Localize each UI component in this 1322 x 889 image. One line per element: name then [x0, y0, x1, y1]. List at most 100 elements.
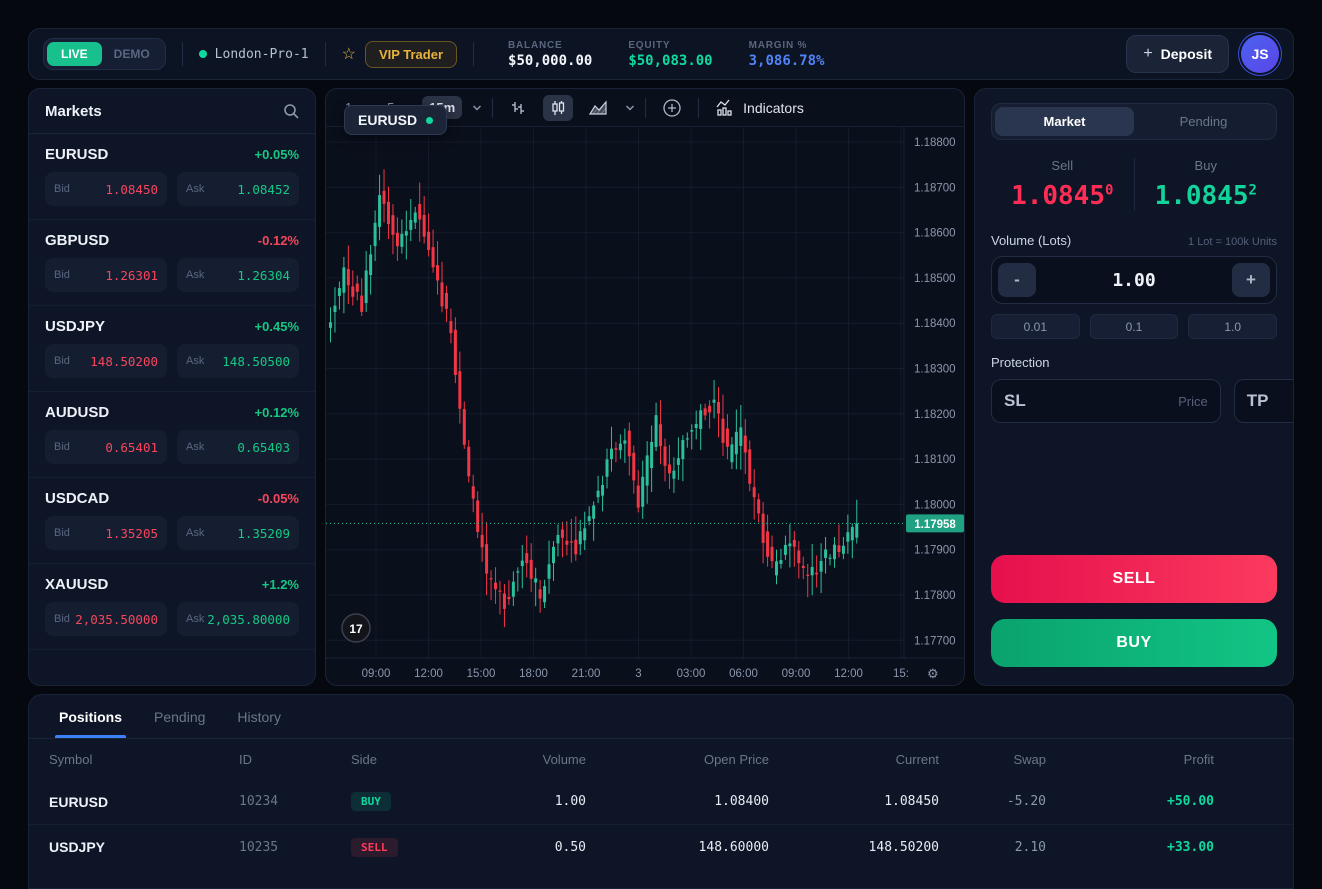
time-axis-label: 15:00	[467, 668, 496, 680]
buy-price: 1.08452	[1154, 181, 1257, 211]
avatar[interactable]: JS	[1241, 35, 1279, 73]
ask-button[interactable]: Ask 1.26304	[177, 258, 299, 292]
market-change: -0.05%	[257, 491, 299, 506]
buy-button[interactable]: BUY	[991, 619, 1277, 667]
quick-volume-button[interactable]: 1.0	[1188, 314, 1278, 339]
divider	[645, 97, 647, 118]
ask-button[interactable]: Ask 1.08452	[177, 172, 299, 206]
cell-current: 1.08450	[884, 794, 939, 809]
column-header: Open Price	[703, 751, 769, 767]
chevron-down-icon[interactable]	[472, 104, 482, 112]
divider	[492, 97, 494, 118]
sell-button[interactable]: SELL	[991, 555, 1277, 603]
ask-button[interactable]: Ask 2,035.80000	[177, 602, 299, 636]
ask-value: 148.50500	[222, 353, 290, 369]
order-panel: Market Pending Sell 1.08450 Buy 1.08452 …	[974, 88, 1294, 686]
chart-panel: EURUSD 1m 5m 15m	[325, 88, 965, 686]
symbol-badge[interactable]: EURUSD	[344, 105, 448, 135]
market-symbol: GBPUSD	[45, 232, 110, 249]
buy-quote[interactable]: Buy 1.08452	[1133, 158, 1278, 211]
sell-quote[interactable]: Sell 1.08450	[991, 158, 1134, 211]
plus-icon: +	[1143, 45, 1153, 62]
quick-volume-button[interactable]: 0.01	[991, 314, 1080, 339]
volume-value[interactable]: 1.00	[1112, 269, 1156, 291]
divider	[324, 42, 326, 66]
equity-value: $50,083.00	[628, 52, 713, 69]
balance-stat: BALANCE $50,000.00	[508, 40, 592, 69]
bars-chart-type-button[interactable]	[503, 95, 533, 121]
price-axis-label: 1.17700	[914, 635, 956, 647]
balance-label: BALANCE	[508, 39, 563, 51]
tab-positions[interactable]: Positions	[54, 695, 127, 738]
server-status-dot	[198, 50, 207, 58]
market-symbol: USDJPY	[45, 318, 106, 335]
demo-toggle-button[interactable]: DEMO	[102, 42, 162, 66]
search-icon[interactable]	[283, 103, 299, 119]
bid-button[interactable]: Bid 2,035.50000	[45, 602, 167, 636]
time-axis-label: 12:00	[834, 668, 863, 680]
tradingview-logo[interactable]: 17	[341, 613, 371, 643]
market-list-item[interactable]: USDJPY +0.45% Bid 148.50200 Ask 148.50500	[29, 306, 315, 392]
tab-pending[interactable]: Pending	[1179, 114, 1228, 129]
equity-stat: EQUITY $50,083.00	[628, 40, 712, 69]
sl-price-input[interactable]	[1031, 393, 1208, 409]
ask-button[interactable]: Ask 148.50500	[177, 344, 299, 378]
add-compare-button[interactable]	[656, 94, 688, 122]
cell-swap: -5.20	[1006, 794, 1046, 809]
candles-chart-type-button[interactable]	[543, 94, 574, 121]
take-profit-field[interactable]: TP	[1233, 379, 1293, 423]
tab-history[interactable]: History	[237, 708, 281, 725]
chevron-down-icon[interactable]	[625, 104, 635, 112]
stop-loss-field[interactable]: SL	[991, 379, 1221, 423]
deposit-button[interactable]: + Deposit	[1126, 35, 1229, 73]
cell-symbol: EURUSD	[49, 793, 109, 810]
tab-pending-orders[interactable]: Pending	[154, 708, 206, 725]
bid-label: Bid	[54, 527, 70, 539]
ask-button[interactable]: Ask 1.35209	[177, 516, 299, 550]
cell-profit: +50.00	[1167, 794, 1214, 809]
quick-volume-button[interactable]: 0.1	[1089, 314, 1179, 339]
axis-settings-icon[interactable]: ⚙	[927, 666, 939, 681]
order-type-tabs: Market Pending	[991, 103, 1277, 140]
ask-button[interactable]: Ask 0.65403	[177, 430, 299, 464]
market-list-item[interactable]: EURUSD +0.05% Bid 1.08450 Ask 1.08452	[29, 134, 315, 220]
market-list-item[interactable]: AUDUSD +0.12% Bid 0.65401 Ask 0.65403	[29, 392, 315, 478]
price-axis-label: 1.18800	[914, 137, 956, 149]
indicators-button[interactable]: Indicators	[709, 95, 810, 121]
cell-profit: +33.00	[1167, 839, 1214, 855]
server-indicator: London-Pro-1	[198, 47, 309, 62]
volume-decrease-button[interactable]: -	[998, 263, 1036, 297]
market-list-item[interactable]: USDCAD -0.05% Bid 1.35205 Ask 1.35209	[29, 478, 315, 564]
live-toggle-button[interactable]: LIVE	[47, 42, 102, 66]
bid-button[interactable]: Bid 1.26301	[45, 258, 167, 292]
price-axis-label: 1.17800	[914, 590, 956, 602]
sl-label: SL	[1004, 391, 1026, 410]
bid-button[interactable]: Bid 0.65401	[45, 430, 167, 464]
top-bar: LIVE DEMO London-Pro-1 ☆ VIP Trader BALA…	[28, 28, 1294, 80]
market-list-item[interactable]: XAUUSD +1.2% Bid 2,035.50000 Ask 2,035.80000	[29, 564, 315, 650]
live-dot-icon	[426, 116, 434, 124]
ask-label: Ask	[186, 527, 205, 539]
market-symbol: USDCAD	[45, 490, 110, 507]
position-row[interactable]: USDJPY 10235 SELL 0.50 148.60000 148.50200 2.1…	[29, 824, 1293, 869]
ask-label: Ask	[186, 269, 205, 281]
volume-increase-button[interactable]: +	[1232, 263, 1270, 297]
bid-button[interactable]: Bid 1.08450	[45, 172, 167, 206]
indicators-label: Indicators	[743, 99, 804, 116]
quantity-stepper: - 1.00 +	[991, 256, 1277, 304]
bid-button[interactable]: Bid 1.35205	[45, 516, 167, 550]
tab-market[interactable]: Market	[995, 107, 1134, 136]
tp-price-input[interactable]	[1274, 393, 1293, 409]
candlestick-chart[interactable]: 1.17958 1.18800 1.18700 1.18600 1.18500 1.184…	[326, 127, 965, 686]
time-axis-label: 09:00	[362, 668, 391, 680]
position-row[interactable]: EURUSD 10234 BUY 1.00 1.08400 1.08450 -5.20 +50…	[29, 779, 1293, 824]
market-change: -0.12%	[257, 233, 299, 248]
market-list-item[interactable]: GBPUSD -0.12% Bid 1.26301 Ask 1.26304	[29, 220, 315, 306]
markets-list: EURUSD +0.05% Bid 1.08450 Ask 1.08452 GBPUSD -0…	[29, 134, 315, 650]
equity-label: EQUITY	[628, 39, 671, 51]
area-chart-type-button[interactable]	[583, 96, 615, 120]
balance-value: $50,000.00	[508, 52, 593, 69]
market-change: +0.05%	[254, 147, 299, 162]
bid-button[interactable]: Bid 148.50200	[45, 344, 167, 378]
markets-panel: Markets EURUSD +0.05% Bid 1.08450 Ask 1.08452…	[28, 88, 316, 686]
